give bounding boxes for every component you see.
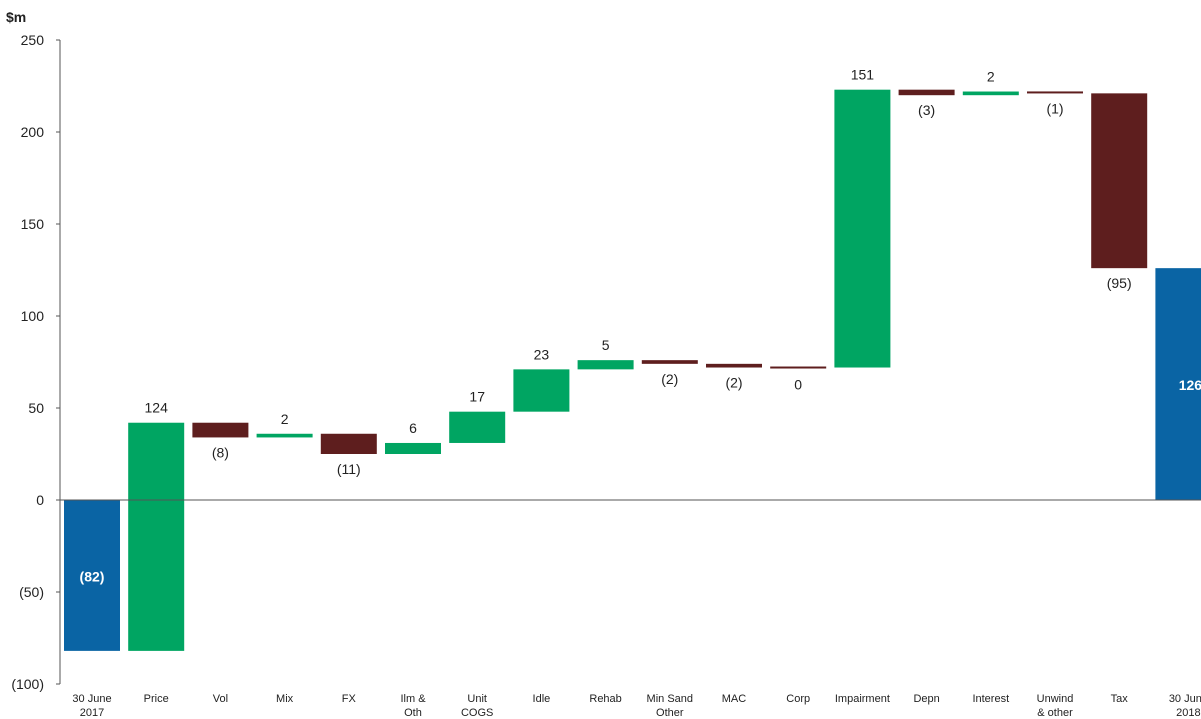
category-label-9: Other (656, 707, 684, 719)
data-label-1: 124 (145, 400, 169, 416)
category-label-9: Min Sand (647, 693, 693, 705)
category-label-5: Oth (404, 707, 422, 719)
data-label-12: 151 (851, 67, 875, 83)
data-label-8: 5 (602, 337, 610, 353)
data-label-3: 2 (281, 411, 289, 427)
bar-17 (1155, 268, 1201, 500)
category-label-13: Depn (913, 693, 939, 705)
bar-15 (1027, 91, 1083, 94)
bars-group (60, 89, 1201, 651)
category-label-17: 30 June (1169, 693, 1201, 705)
bar-13 (898, 89, 955, 96)
y-tick-label: 100 (21, 308, 45, 324)
data-labels-group: (82) 124 (8) 2 (11) 6 17 23 5 (2) (2) 0 151 (3) 2 (1) (9… (80, 67, 1201, 585)
bar-8 (577, 360, 634, 370)
bar-2 (192, 422, 249, 438)
data-label-0: (82) (80, 568, 105, 584)
y-tick-label: 200 (21, 124, 45, 140)
data-label-5: 6 (409, 420, 417, 436)
y-tick-label: 0 (36, 492, 44, 508)
bar-11 (770, 366, 827, 369)
bar-10 (706, 363, 762, 368)
category-label-3: Mix (276, 693, 294, 705)
data-label-16: (95) (1107, 275, 1132, 291)
data-label-10: (2) (725, 375, 742, 391)
data-label-11: 0 (794, 377, 802, 393)
bar-6 (449, 411, 506, 443)
unit-label: $m (6, 9, 26, 25)
category-labels-group: 30 June 2017 Price Vol Mix FX Ilm & Oth Unit COGS… (72, 693, 1201, 719)
category-label-7: Idle (533, 693, 551, 705)
y-tick-label: 250 (21, 32, 45, 48)
bar-7 (513, 369, 570, 412)
category-label-15: & other (1037, 707, 1073, 719)
category-label-1: Price (144, 693, 169, 705)
data-label-2: (8) (212, 444, 229, 460)
category-label-0: 2017 (80, 707, 104, 719)
category-label-10: MAC (722, 693, 747, 705)
bar-3 (256, 433, 313, 438)
category-label-15: Unwind (1037, 693, 1074, 705)
category-label-0: 30 June (72, 693, 111, 705)
data-label-9: (2) (661, 371, 678, 387)
bar-12 (834, 89, 891, 368)
data-label-14: 2 (987, 69, 995, 85)
y-tick-label: (50) (19, 584, 44, 600)
category-label-5: Ilm & (400, 693, 426, 705)
category-label-16: Tax (1111, 693, 1129, 705)
category-label-6: COGS (461, 707, 493, 719)
category-label-12: Impairment (835, 693, 890, 705)
category-label-6: Unit (467, 693, 487, 705)
bar-4 (320, 433, 377, 454)
bar-0 (64, 500, 120, 651)
category-label-11: Corp (786, 693, 810, 705)
data-label-17: 126 (1179, 377, 1201, 393)
data-label-7: 23 (534, 346, 550, 362)
bar-9 (641, 360, 698, 364)
bar-14 (962, 91, 1019, 96)
category-label-17: 2018 (1176, 707, 1200, 719)
data-label-15: (1) (1046, 100, 1063, 116)
y-tick-label: 150 (21, 216, 45, 232)
data-label-6: 17 (469, 389, 485, 405)
category-label-8: Rehab (589, 693, 621, 705)
bar-5 (385, 442, 441, 454)
y-tick-label: (100) (11, 676, 44, 692)
category-label-14: Interest (972, 693, 1009, 705)
y-tick-label: 50 (28, 400, 44, 416)
category-label-2: Vol (213, 693, 228, 705)
bar-1 (128, 422, 185, 651)
category-label-4: FX (342, 693, 357, 705)
y-axis: 250 200 150 100 50 0 (50) (100) (11, 32, 61, 692)
bar-16 (1091, 93, 1148, 269)
data-label-13: (3) (918, 102, 935, 118)
data-label-4: (11) (337, 461, 361, 477)
